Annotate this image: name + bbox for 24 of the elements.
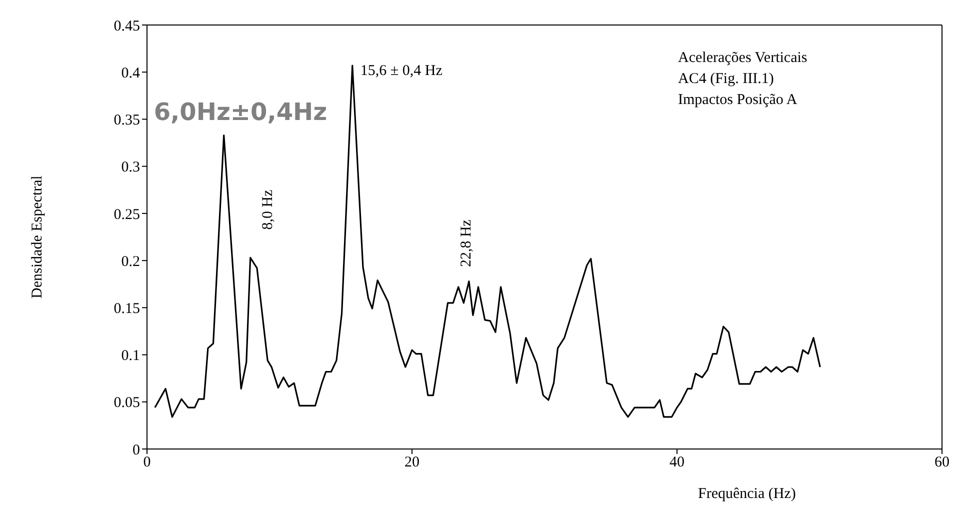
annotation: 15,6 ± 0,4 Hz [360, 62, 443, 79]
x-tick-label: 20 [404, 454, 420, 471]
annotation: Acelerações Verticais [678, 49, 808, 68]
y-tick-label: 0.25 [114, 206, 140, 223]
x-tick-label: 60 [934, 454, 950, 471]
x-axis-title: Frequência (Hz) [698, 486, 796, 503]
y-tick-label: 0.35 [114, 112, 140, 129]
annotation: 8,0 Hz [260, 189, 276, 230]
line-series [154, 64, 821, 418]
y-tick-label: 0.1 [121, 348, 140, 364]
annotation: 22,8 Hz [458, 219, 474, 268]
y-tick-label: 0.05 [114, 395, 140, 412]
y-tick-label: 0.2 [121, 254, 140, 270]
x-tick-label: 0 [143, 454, 151, 471]
y-tick-label: 0.3 [121, 160, 140, 176]
y-tick-label: 0.4 [121, 65, 140, 82]
y-axis-title: Densidade Espectral [29, 176, 46, 298]
y-tick-label: 0 [132, 442, 140, 458]
annotation: Impactos Posição A [678, 91, 798, 110]
x-tick-label: 40 [670, 454, 684, 471]
y-tick-label: 0.45 [114, 18, 140, 34]
annotation: AC4 (Fig. III.1) [678, 70, 775, 89]
y-tick-label: 0.15 [114, 300, 140, 317]
annotation: 6,0Hz±0,4Hz [154, 98, 328, 126]
